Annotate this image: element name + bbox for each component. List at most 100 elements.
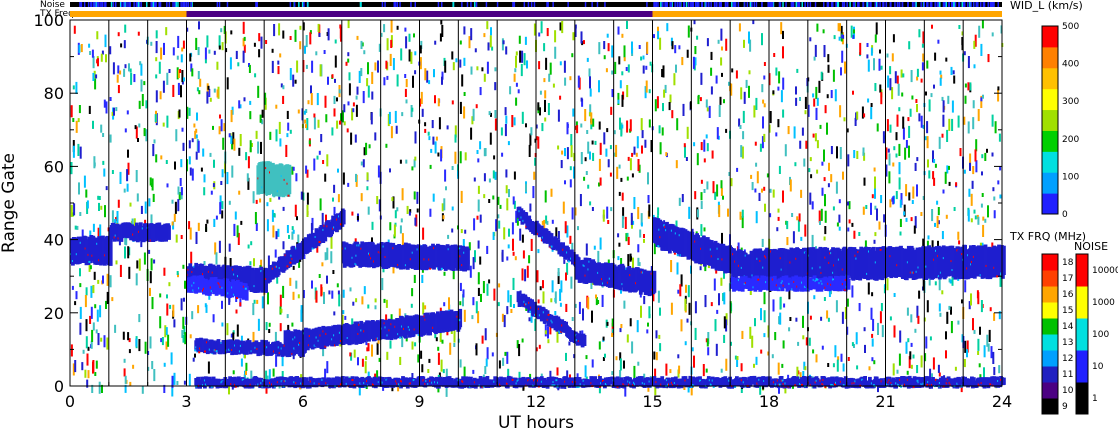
echo-speckle <box>641 145 643 154</box>
echo-speckle <box>287 122 290 131</box>
echo-speckle <box>350 352 353 361</box>
echo-speckle <box>406 205 409 214</box>
echo-speckle <box>940 74 943 79</box>
echo-speckle <box>700 200 703 209</box>
echo-speckle <box>149 177 152 186</box>
echo-speckle <box>100 205 103 210</box>
echo-speckle <box>796 216 799 221</box>
echo-speckle <box>304 45 306 54</box>
noise-fleck <box>688 2 690 7</box>
echo-speckle <box>494 67 497 72</box>
noise-fleck <box>929 2 932 7</box>
echo-speckle <box>194 130 197 139</box>
echo-speckle <box>116 211 119 224</box>
echo-speckle <box>993 196 996 201</box>
echo-speckle <box>617 92 620 105</box>
echo-speckle <box>295 173 298 182</box>
echo-speckle <box>966 349 968 358</box>
echo-speckle <box>511 222 514 235</box>
echo-band-fleck <box>816 279 819 282</box>
echo-speckle <box>549 62 552 75</box>
noise-fleck <box>755 2 758 7</box>
echo-speckle <box>260 141 262 154</box>
echo-speckle <box>823 177 826 182</box>
echo-speckle <box>341 314 344 327</box>
echo-band-fleck <box>429 267 432 270</box>
echo-speckle <box>366 347 369 352</box>
echo-speckle <box>422 302 425 315</box>
echo-speckle <box>916 68 919 77</box>
echo-speckle <box>973 64 976 69</box>
echo-speckle <box>282 95 285 104</box>
echo-speckle <box>99 305 102 318</box>
echo-speckle <box>322 160 325 164</box>
noise-fleck <box>705 2 707 7</box>
echo-speckle <box>90 285 93 298</box>
echo-band-cell <box>524 212 529 224</box>
echo-speckle <box>871 338 874 347</box>
echo-speckle <box>389 53 392 66</box>
echo-speckle <box>734 355 737 360</box>
echo-speckle <box>207 361 210 374</box>
echo-speckle <box>515 97 518 106</box>
echo-speckle <box>592 118 595 127</box>
echo-speckle <box>640 56 643 61</box>
noise-fleck <box>596 2 599 7</box>
echo-speckle <box>838 226 841 231</box>
echo-band-cell <box>466 248 470 271</box>
echo-speckle <box>771 354 774 359</box>
echo-speckle <box>213 218 216 227</box>
echo-speckle <box>951 118 954 131</box>
echo-speckle <box>228 200 231 205</box>
echo-speckle <box>165 327 168 336</box>
echo-speckle <box>620 324 623 328</box>
echo-speckle <box>297 294 300 299</box>
echo-speckle <box>629 318 632 327</box>
noise-fleck <box>877 2 879 7</box>
echo-speckle <box>242 50 245 63</box>
echo-speckle <box>115 260 118 265</box>
echo-speckle <box>725 38 728 51</box>
echo-speckle <box>299 257 302 262</box>
echo-speckle <box>686 49 689 58</box>
echo-speckle <box>815 107 818 120</box>
echo-speckle <box>968 188 971 197</box>
echo-speckle <box>763 310 766 323</box>
echo-speckle <box>79 268 81 277</box>
echo-speckle <box>748 85 750 98</box>
echo-speckle <box>598 80 600 93</box>
echo-speckle <box>506 306 509 315</box>
echo-speckle <box>400 48 403 61</box>
echo-speckle <box>961 334 964 343</box>
echo-speckle <box>998 365 1001 374</box>
echo-speckle <box>993 367 996 376</box>
echo-speckle <box>916 184 918 197</box>
echo-speckle <box>589 104 592 117</box>
echo-speckle <box>659 343 662 352</box>
echo-speckle <box>230 333 233 338</box>
echo-speckle <box>371 91 374 100</box>
noise-fleck <box>804 2 806 7</box>
echo-speckle <box>451 206 454 211</box>
echo-speckle <box>787 126 790 135</box>
echo-speckle <box>625 67 628 71</box>
echo-speckle <box>740 363 743 372</box>
echo-speckle <box>699 97 702 102</box>
echo-speckle <box>488 279 491 284</box>
echo-speckle <box>245 362 248 371</box>
echo-speckle <box>265 322 268 331</box>
echo-speckle <box>941 96 944 101</box>
echo-speckle <box>852 90 854 95</box>
echo-speckle <box>931 209 934 222</box>
echo-speckle <box>671 41 674 50</box>
echo-speckle <box>782 109 785 118</box>
noise-fleck <box>293 2 296 7</box>
echo-speckle <box>546 220 549 225</box>
echo-speckle <box>938 136 941 149</box>
echo-speckle <box>694 57 697 66</box>
noise-fleck <box>927 2 929 7</box>
echo-speckle <box>297 109 300 114</box>
echo-speckle <box>424 122 427 127</box>
echo-speckle <box>636 136 639 149</box>
noise-fleck <box>876 2 878 7</box>
